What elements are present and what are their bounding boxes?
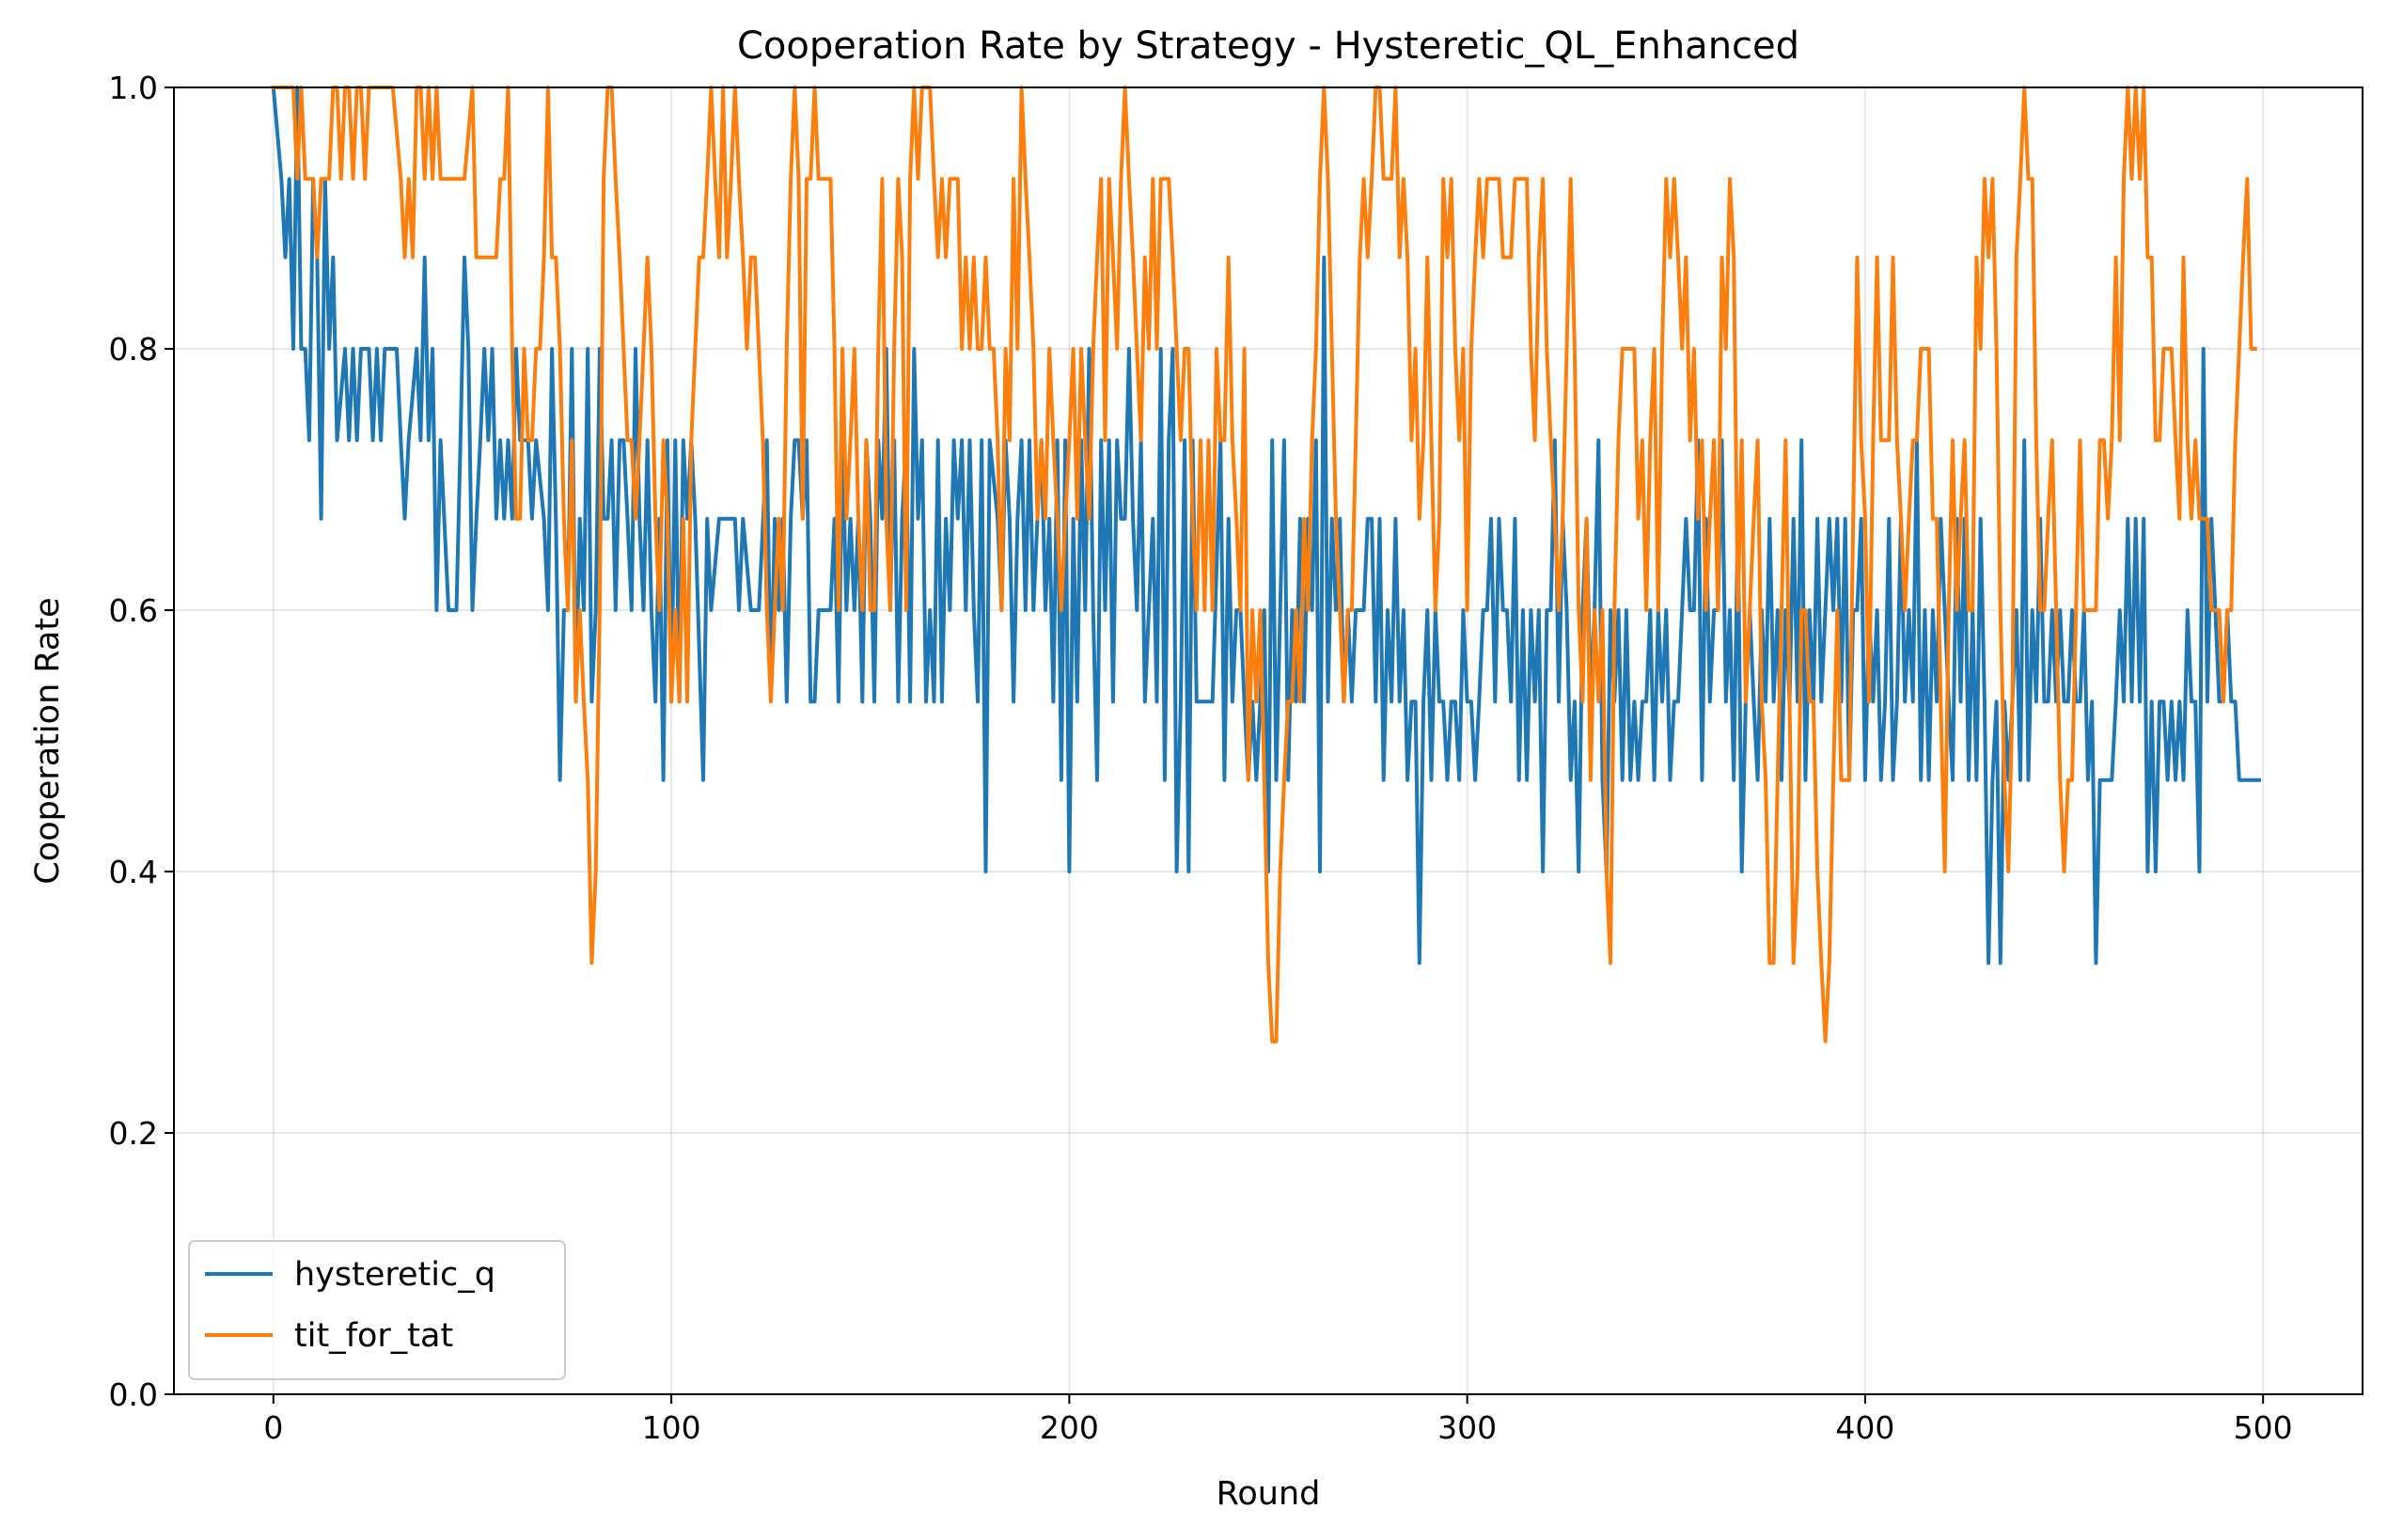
x-axis-ticks: 0 100 200 300 400 500 (263, 1394, 2293, 1446)
y-tick-label: 0.0 (109, 1376, 158, 1413)
series-line-hysteretic-q (271, 85, 2261, 966)
y-tick-label: 0.8 (109, 331, 158, 368)
legend-box (188, 1240, 566, 1380)
x-axis-label: Round (1217, 1475, 1321, 1513)
x-tick-label: 0 (263, 1409, 283, 1446)
x-tick-label: 400 (1835, 1409, 1894, 1446)
plot-lines (271, 85, 2261, 1044)
x-tick-label: 500 (2234, 1409, 2293, 1446)
legend-label: hysteretic_q (294, 1256, 495, 1294)
plot-frame (173, 86, 2363, 1395)
y-axis-label: Cooperation Rate (29, 597, 67, 884)
legend-label: tit_for_tat (294, 1317, 453, 1355)
x-tick-label: 100 (642, 1409, 701, 1446)
x-tick-label: 300 (1437, 1409, 1497, 1446)
x-tick-label: 200 (1040, 1409, 1099, 1446)
legend: hysteretic_q tit_for_tat (188, 1240, 566, 1380)
chart-title: Cooperation Rate by Strategy - Hystereti… (737, 24, 1799, 68)
y-axis-ticks: 0.0 0.2 0.4 0.6 0.8 1.0 (109, 70, 174, 1413)
series-line-tit-for-tat (271, 86, 2257, 1044)
y-tick-label: 0.2 (109, 1115, 158, 1152)
y-tick-label: 0.6 (109, 592, 158, 629)
y-tick-label: 0.4 (109, 854, 158, 890)
y-tick-label: 1.0 (109, 70, 158, 106)
